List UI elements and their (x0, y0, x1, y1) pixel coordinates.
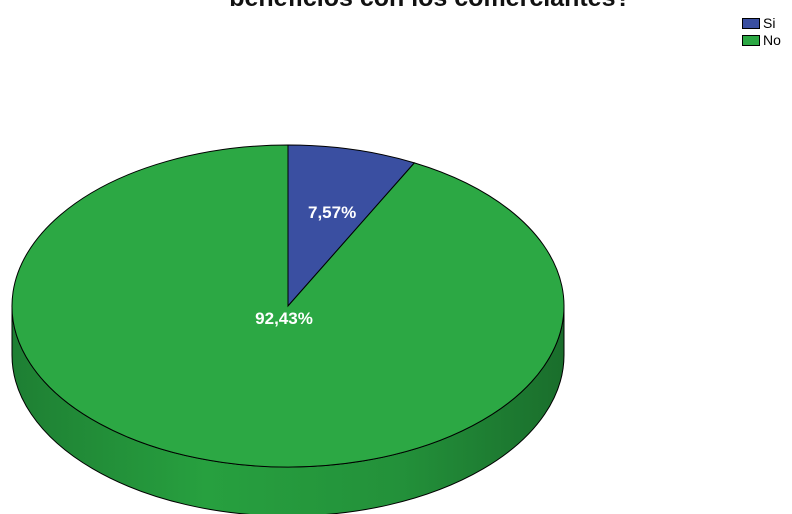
legend-item-no: No (742, 32, 781, 49)
legend-label-no: No (763, 32, 781, 48)
legend: Si No (742, 15, 781, 49)
legend-item-si: Si (742, 15, 781, 32)
legend-swatch-no (742, 35, 760, 46)
legend-label-si: Si (763, 15, 776, 31)
legend-swatch-si (742, 18, 760, 29)
data-label-si: 7,57% (308, 203, 356, 222)
data-label-no: 92,43% (255, 309, 313, 328)
chart-title: beneficios con los comerciantes? (150, 0, 710, 13)
pie-slice-no (11, 144, 565, 468)
pie-slice-si (287, 144, 416, 308)
